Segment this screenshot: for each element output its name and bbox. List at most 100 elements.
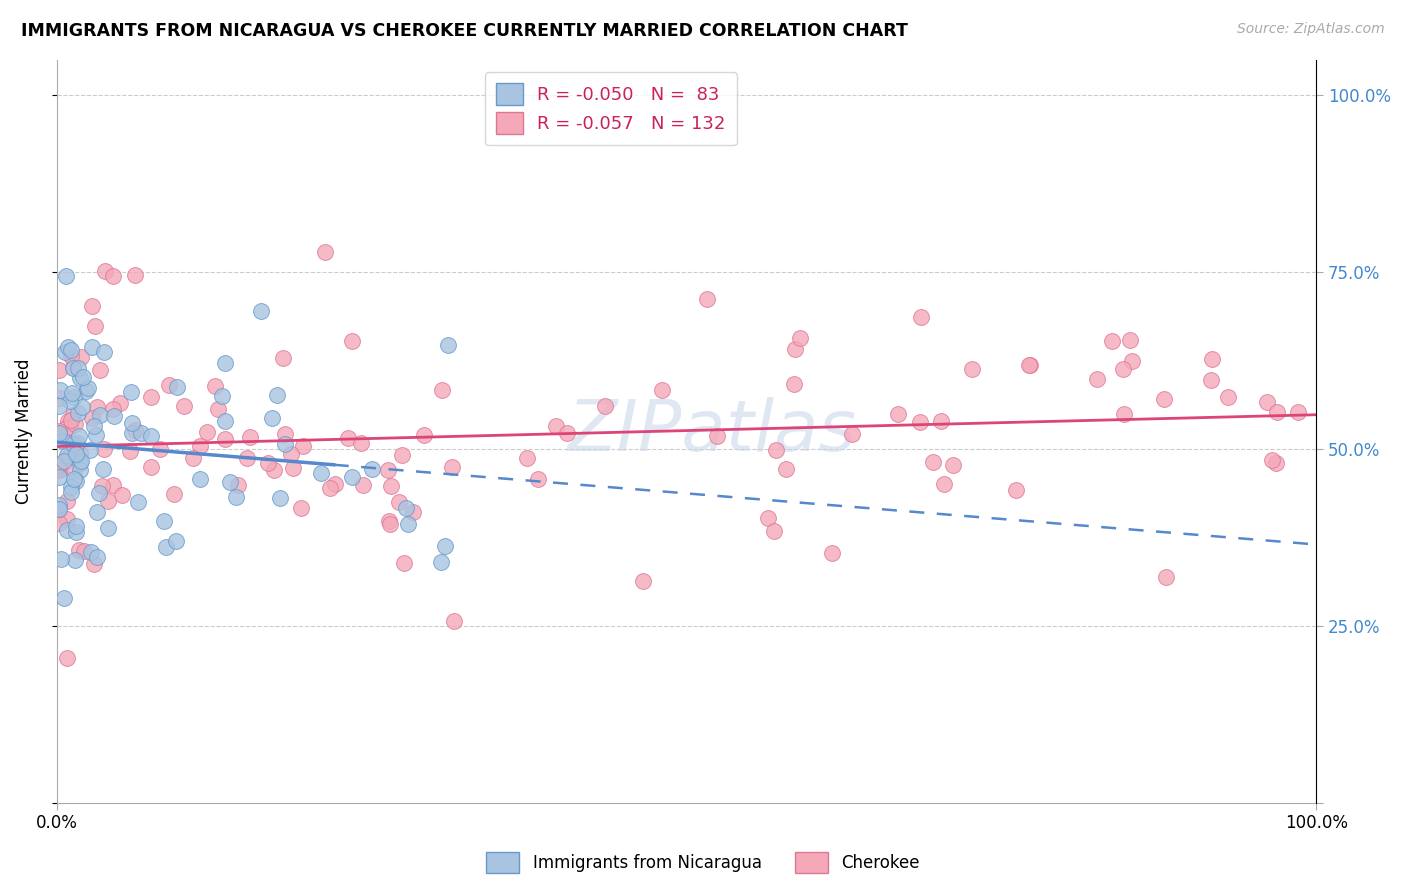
Point [929, 414, 952, 428]
Point [1216, 390, 1239, 404]
Point [266, 388, 288, 402]
Point [263, 463, 285, 477]
Point [82, 411, 104, 425]
Point [55, 269, 77, 284]
Point [443, 614, 465, 628]
Point [260, 410, 283, 425]
Point [765, 443, 787, 458]
Point [163, 487, 186, 501]
Point [340, 470, 363, 484]
Point [90, 479, 112, 493]
Point [214, 356, 236, 370]
Point [910, 310, 932, 324]
Point [149, 442, 172, 457]
Point [756, 511, 779, 525]
Point [166, 380, 188, 394]
Point [181, 451, 204, 466]
Point [391, 449, 413, 463]
Point [86, 549, 108, 564]
Point [55, 523, 77, 537]
Point [214, 432, 236, 446]
Point [69, 542, 91, 557]
Point [56, 651, 79, 665]
Point [59, 343, 82, 357]
Point [62, 437, 84, 451]
Point [49, 552, 72, 566]
Point [63, 417, 86, 431]
Point [922, 455, 945, 469]
Point [1153, 392, 1175, 406]
Point [97, 521, 120, 535]
Point [67, 406, 90, 420]
Point [124, 423, 146, 437]
Point [63, 390, 86, 404]
Point [94, 264, 117, 278]
Point [86, 505, 108, 519]
Point [93, 442, 115, 457]
Point [350, 435, 373, 450]
Point [783, 343, 806, 357]
Point [56, 511, 79, 525]
Point [120, 384, 142, 399]
Point [1256, 395, 1278, 409]
Point [1111, 362, 1133, 376]
Point [65, 474, 87, 488]
Point [69, 445, 91, 459]
Point [337, 431, 360, 445]
Point [775, 462, 797, 476]
Point [157, 378, 180, 392]
Point [72, 543, 94, 558]
Point [63, 463, 86, 477]
Point [436, 338, 458, 352]
Point [48, 461, 70, 475]
Point [388, 495, 411, 509]
Point [59, 394, 82, 409]
Point [239, 430, 262, 444]
Point [83, 558, 105, 572]
Point [225, 490, 247, 504]
Point [380, 479, 402, 493]
Point [821, 545, 844, 559]
Point [48, 502, 70, 516]
Point [103, 269, 125, 284]
Legend: R = -0.050   N =  83, R = -0.057   N = 132: R = -0.050 N = 83, R = -0.057 N = 132 [485, 72, 737, 145]
Point [48, 392, 70, 406]
Point [70, 400, 93, 414]
Point [651, 384, 673, 398]
Point [762, 524, 785, 538]
Point [141, 459, 163, 474]
Point [1261, 453, 1284, 467]
Point [101, 478, 124, 492]
Point [908, 415, 931, 429]
Point [195, 425, 218, 439]
Point [219, 475, 242, 489]
Point [173, 399, 195, 413]
Point [139, 429, 162, 443]
Point [281, 460, 304, 475]
Point [65, 447, 87, 461]
Point [274, 436, 297, 450]
Point [226, 477, 249, 491]
Point [60, 386, 83, 401]
Point [48, 502, 70, 516]
Point [60, 480, 83, 494]
Point [841, 427, 863, 442]
Point [395, 501, 418, 516]
Point [69, 456, 91, 470]
Text: ZIPatlаs: ZIPatlаs [567, 397, 856, 466]
Point [121, 416, 143, 430]
Point [153, 514, 176, 528]
Point [129, 425, 152, 440]
Point [84, 318, 107, 333]
Point [67, 428, 90, 442]
Point [65, 525, 87, 540]
Point [62, 359, 84, 374]
Point [1101, 334, 1123, 348]
Point [65, 519, 87, 533]
Point [59, 420, 82, 434]
Point [1265, 457, 1288, 471]
Point [127, 494, 149, 508]
Point [706, 428, 728, 442]
Point [69, 370, 91, 384]
Point [120, 444, 142, 458]
